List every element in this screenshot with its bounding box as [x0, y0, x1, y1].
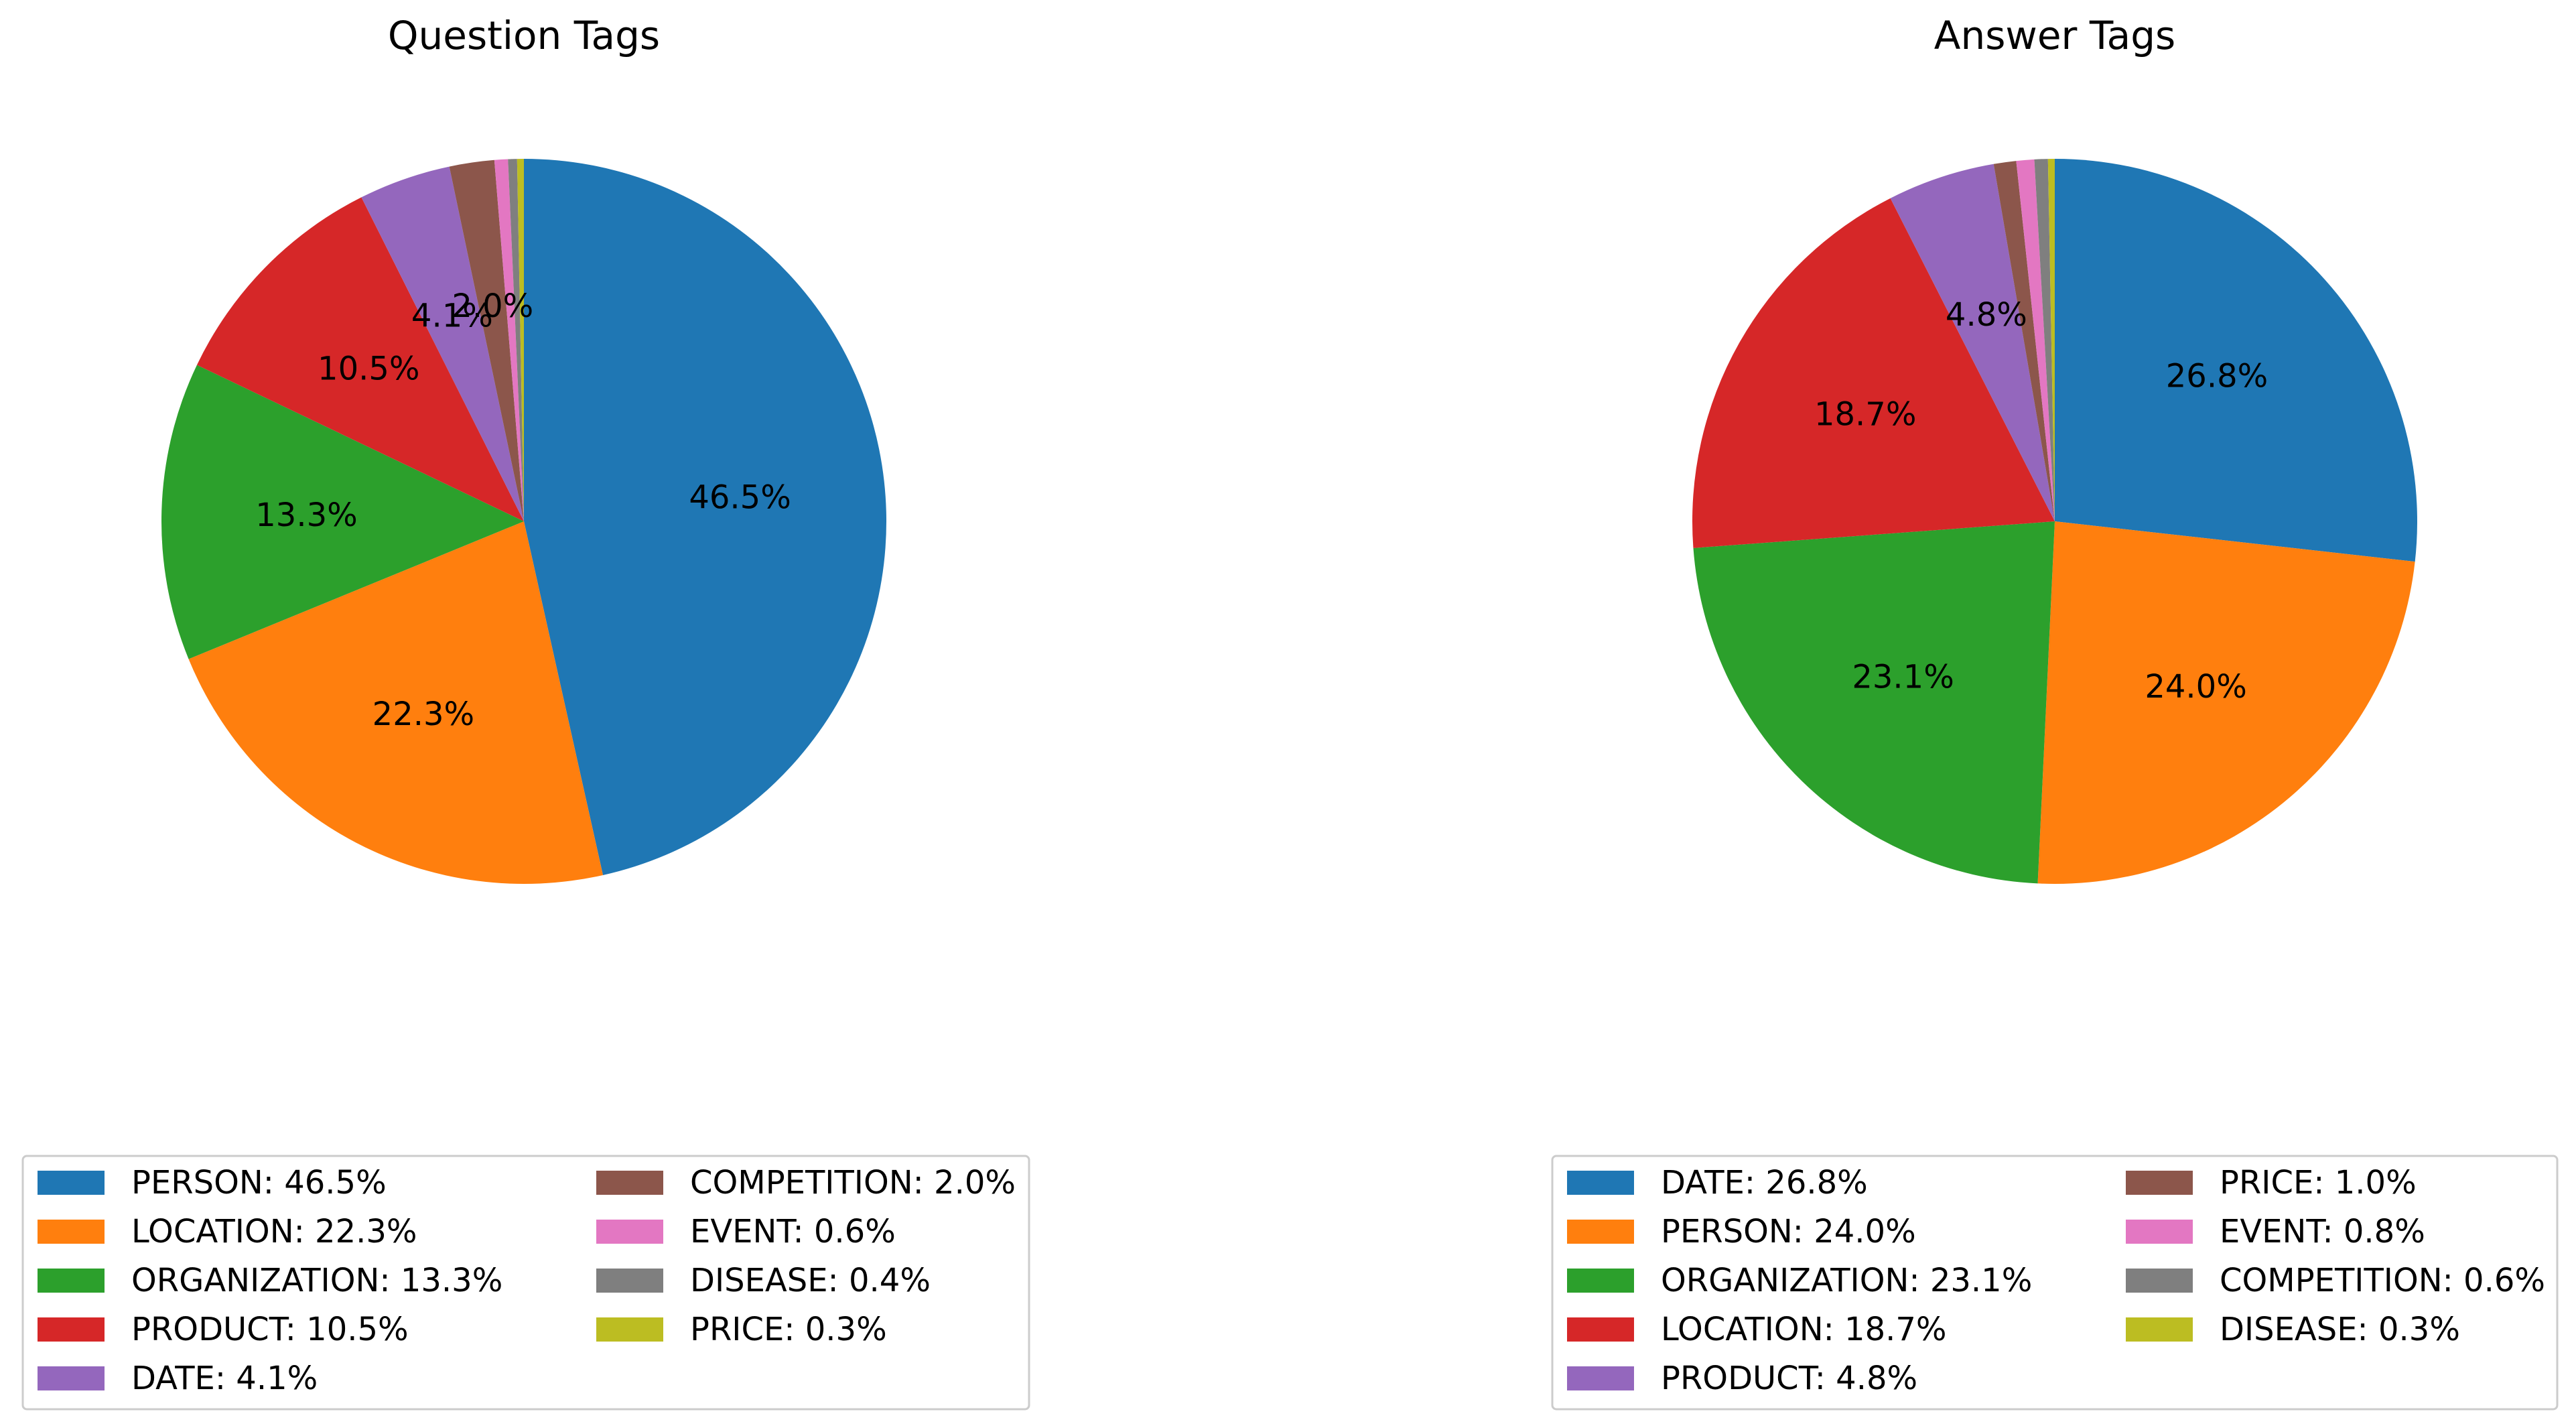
answer-tags-legend-entry-disease: DISEASE: 0.3%	[2220, 1311, 2460, 1348]
answer-tags-title: Answer Tags	[1934, 13, 2175, 58]
question-tags-slice-location	[188, 521, 604, 885]
answer-tags-legend-swatch-competition	[2126, 1269, 2193, 1293]
question-tags-title: Question Tags	[388, 13, 660, 58]
answer-tags-legend-frame	[1551, 1155, 2559, 1411]
answer-tags-legend-entry-person: PERSON: 24.0%	[1661, 1213, 1916, 1250]
question-tags-legend-entry-competition: COMPETITION: 2.0%	[690, 1164, 1016, 1202]
answer-tags-legend-entry-product: PRODUCT: 4.8%	[1661, 1360, 1917, 1397]
answer-tags-slices	[1692, 159, 2418, 884]
answer-tags-pct-label-location: 18.7%	[1814, 396, 1916, 434]
answer-tags-slice-date	[2055, 159, 2418, 562]
question-tags-legend-swatch-event	[596, 1220, 663, 1244]
question-tags-slice-price	[517, 159, 524, 521]
answer-tags-slice-price	[1993, 161, 2055, 521]
question-tags-legend-swatch-product	[38, 1317, 105, 1342]
question-tags-pct-label-competition: 2.0%	[452, 287, 533, 325]
answer-tags-pct-labels: 26.8% 24.0% 23.1% 18.7% 4.8%	[1814, 296, 2268, 706]
question-tags-legend-entry-person: PERSON: 46.5%	[131, 1164, 387, 1202]
question-tags-legend-swatch-price	[596, 1317, 663, 1342]
answer-tags-legend: DATE: 26.8% PERSON: 24.0% ORGANIZATION: 23…	[1551, 1155, 2559, 1411]
question-tags-slice-date	[361, 166, 524, 522]
question-tags-legend-frame	[21, 1155, 1030, 1411]
question-tags-legend-entry-product: PRODUCT: 10.5%	[131, 1311, 409, 1348]
answer-tags-legend-entry-location: LOCATION: 18.7%	[1661, 1311, 1947, 1348]
answer-tags-legend-swatch-event	[2126, 1220, 2193, 1244]
answer-tags-legend-entry-event: EVENT: 0.8%	[2220, 1213, 2425, 1250]
question-tags-legend-swatch-disease	[596, 1269, 663, 1293]
question-tags-legend-swatch-organization	[38, 1269, 105, 1293]
question-tags-legend-entry-event: EVENT: 0.6%	[690, 1213, 896, 1250]
answer-tags-slice-event	[2016, 159, 2055, 522]
question-tags-pct-label-organization: 13.3%	[255, 497, 357, 534]
answer-tags-slice-product	[1890, 164, 2055, 521]
question-tags-slices	[161, 159, 887, 885]
answer-tags-legend-swatch-product	[1567, 1366, 1634, 1390]
question-tags-chart: Question Tags 46.5% 22.3% 13.3% 10.5% 4.1%2.…	[21, 13, 1030, 1411]
question-tags-legend-swatch-location	[38, 1220, 105, 1244]
question-tags-legend-entry-disease: DISEASE: 0.4%	[690, 1262, 931, 1299]
answer-tags-legend-swatch-disease	[2126, 1317, 2193, 1342]
answer-tags-slice-organization	[1693, 521, 2055, 884]
answer-tags-legend-swatch-person	[1567, 1220, 1634, 1244]
answer-tags-legend-entry-organization: ORGANIZATION: 23.1%	[1661, 1262, 2032, 1299]
answer-tags-legend-entry-date: DATE: 26.8%	[1661, 1164, 1868, 1202]
question-tags-pct-label-person: 46.5%	[689, 478, 791, 516]
question-tags-slice-person	[524, 159, 887, 875]
answer-tags-legend-swatch-date	[1567, 1171, 1634, 1195]
answer-tags-legend-entry-price: PRICE: 1.0%	[2220, 1164, 2417, 1202]
question-tags-slice-event	[494, 159, 524, 521]
answer-tags-pct-label-organization: 23.1%	[1852, 659, 1954, 696]
question-tags-legend-swatch-person	[38, 1171, 105, 1195]
question-tags-slice-competition	[449, 159, 524, 522]
question-tags-legend: PERSON: 46.5% LOCATION: 22.3% ORGANIZATION…	[21, 1155, 1030, 1411]
question-tags-slice-organization	[161, 365, 524, 659]
answer-tags-slice-location	[1692, 198, 2055, 548]
answer-tags-slice-person	[2037, 521, 2415, 884]
question-tags-legend-entry-date: DATE: 4.1%	[131, 1360, 318, 1397]
question-tags-legend-entry-organization: ORGANIZATION: 13.3%	[131, 1262, 502, 1299]
question-tags-pct-label-date: 4.1%	[411, 298, 493, 335]
question-tags-legend-swatch-date	[38, 1366, 105, 1390]
question-tags-pct-label-location: 22.3%	[372, 696, 474, 733]
question-tags-pct-labels: 46.5% 22.3% 13.3% 10.5% 4.1%2.0%	[255, 287, 791, 733]
question-tags-pct-label-product: 10.5%	[318, 350, 419, 388]
answer-tags-slice-disease	[2047, 159, 2055, 521]
question-tags-legend-entry-price: PRICE: 0.3%	[690, 1311, 887, 1348]
question-tags-legend-swatch-competition	[596, 1171, 663, 1195]
question-tags-slice-disease	[508, 159, 524, 522]
answer-tags-pct-label-product: 4.8%	[1946, 296, 2027, 334]
question-tags-legend-entry-location: LOCATION: 22.3%	[131, 1213, 417, 1250]
answer-tags-legend-swatch-organization	[1567, 1269, 1634, 1293]
answer-tags-chart: Answer Tags 26.8% 24.0% 23.1% 18.7% 4.8% DAT…	[1551, 13, 2559, 1411]
answer-tags-slice-competition	[2034, 159, 2055, 522]
answer-tags-legend-swatch-location	[1567, 1317, 1634, 1342]
answer-tags-pct-label-date: 26.8%	[2166, 358, 2268, 395]
answer-tags-pct-label-person: 24.0%	[2145, 668, 2246, 706]
question-tags-slice-product	[196, 197, 524, 521]
answer-tags-legend-entry-competition: COMPETITION: 0.6%	[2220, 1262, 2545, 1299]
answer-tags-legend-swatch-price	[2126, 1171, 2193, 1195]
